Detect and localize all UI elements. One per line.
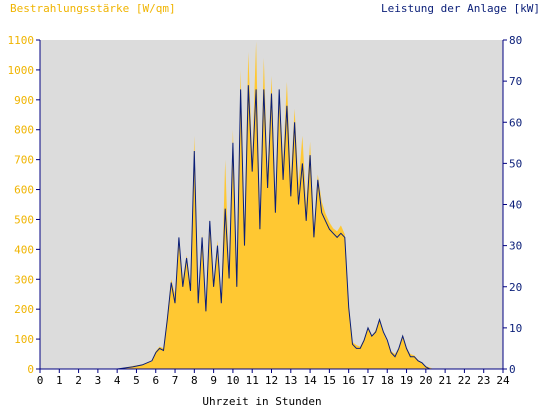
x-tick-label: 21 [439, 374, 452, 387]
left-tick-label: 500 [14, 213, 34, 226]
x-tick-label: 15 [323, 374, 336, 387]
x-tick-label: 6 [152, 374, 159, 387]
left-tick-label: 200 [14, 303, 34, 316]
x-tick-label: 4 [114, 374, 121, 387]
left-tick-label: 700 [14, 154, 34, 167]
power-line-layer [40, 85, 503, 370]
right-tick-label: 40 [509, 199, 522, 212]
left-tick-label: 0 [27, 363, 34, 376]
right-tick-label: 20 [509, 281, 522, 294]
power-line [40, 85, 503, 370]
x-tick-label: 19 [400, 374, 413, 387]
irradiance-area [40, 41, 503, 369]
x-tick-label: 23 [477, 374, 490, 387]
right-axis-title: Leistung der Anlage [kW] [381, 2, 540, 15]
x-tick-label: 12 [265, 374, 278, 387]
x-tick-label: 9 [210, 374, 217, 387]
x-tick-label: 18 [381, 374, 394, 387]
left-axis-title: Bestrahlungsstärke [W/qm] [10, 2, 176, 15]
left-tick-label: 800 [14, 124, 34, 137]
left-tick-label: 900 [14, 94, 34, 107]
x-tick-label: 7 [172, 374, 179, 387]
x-tick-label: 8 [191, 374, 198, 387]
x-tick-label: 24 [496, 374, 510, 387]
right-tick-label: 70 [509, 75, 522, 88]
tick-layer: 0 1 2 3 4 5 6 7 8 9 10 11 12 13 14 15 16 17 18 19 20 21 22 23 24… [8, 34, 523, 387]
right-tick-label: 30 [509, 240, 522, 253]
right-tick-label: 80 [509, 34, 522, 47]
x-tick-label: 20 [419, 374, 432, 387]
x-tick-label: 11 [246, 374, 259, 387]
right-tick-label: 60 [509, 116, 522, 129]
left-tick-label: 1000 [8, 64, 35, 77]
irradiance-area-layer [40, 41, 503, 369]
right-tick-label: 50 [509, 157, 522, 170]
left-tick-label: 100 [14, 333, 34, 346]
x-tick-label: 0 [37, 374, 44, 387]
x-tick-label: 16 [342, 374, 355, 387]
x-tick-label: 5 [133, 374, 140, 387]
left-tick-label: 300 [14, 273, 34, 286]
x-tick-label: 22 [458, 374, 471, 387]
right-tick-label: 0 [509, 363, 516, 376]
left-tick-label: 400 [14, 243, 34, 256]
x-tick-label: 13 [284, 374, 297, 387]
x-tick-label: 14 [303, 374, 317, 387]
x-tick-label: 3 [95, 374, 102, 387]
x-tick-label: 1 [56, 374, 63, 387]
right-tick-label: 10 [509, 322, 522, 335]
x-tick-label: 2 [75, 374, 82, 387]
left-tick-label: 600 [14, 184, 34, 197]
left-tick-label: 1100 [8, 34, 35, 47]
x-axis-title: Uhrzeit in Stunden [202, 395, 321, 408]
x-tick-label: 17 [361, 374, 374, 387]
x-tick-label: 10 [226, 374, 239, 387]
